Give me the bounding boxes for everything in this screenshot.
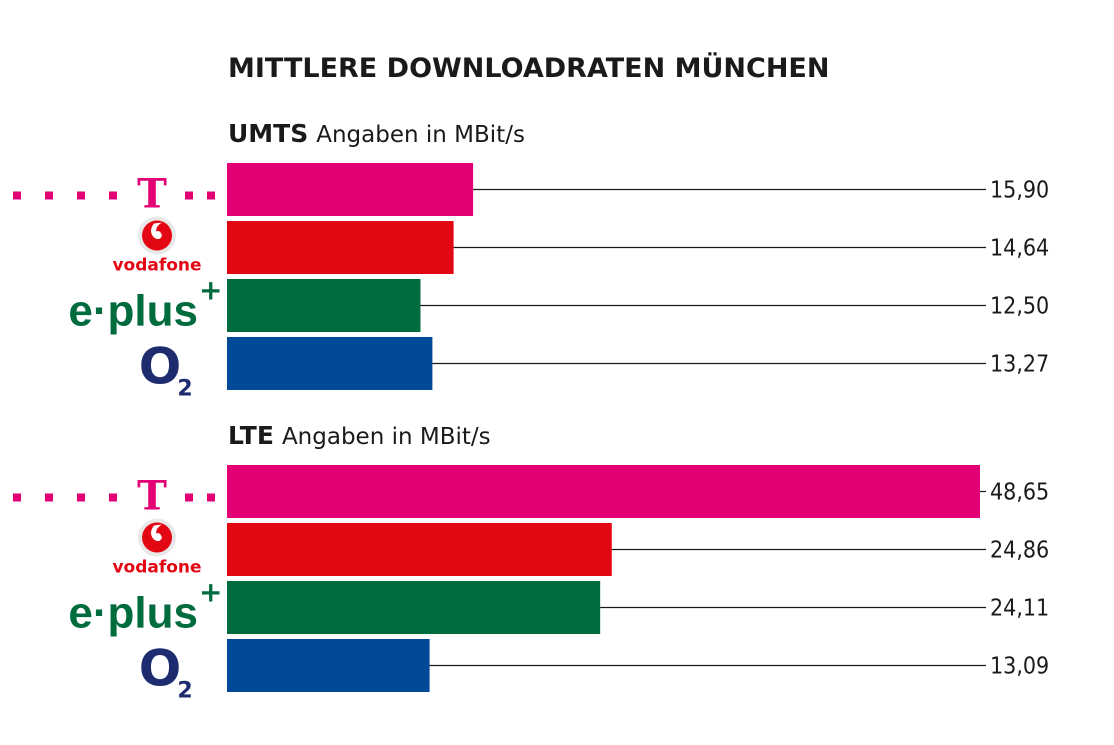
- value-label: 13,27: [990, 352, 1049, 378]
- panel-header: LTE Angaben in MBit/s: [228, 421, 491, 450]
- o2-logo: O2: [139, 640, 193, 704]
- bar-telekom: [227, 163, 474, 216]
- eplus-logo: e·plus +: [68, 576, 222, 638]
- svg-text:O: O: [139, 640, 182, 698]
- svg-text:e·plus: e·plus: [68, 287, 198, 336]
- value-label: 12,50: [990, 294, 1049, 320]
- bar-vodafone: [227, 523, 612, 576]
- chart-title: MITTLERE DOWNLOADRATEN MÜNCHEN: [228, 51, 829, 84]
- value-label: 14,64: [990, 236, 1049, 262]
- svg-text:+: +: [199, 576, 222, 609]
- telekom-logo: T: [13, 473, 215, 520]
- value-label: 48,65: [990, 480, 1049, 506]
- svg-text:+: +: [199, 274, 222, 307]
- telekom-logo: T: [13, 171, 215, 218]
- value-label: 24,11: [990, 596, 1049, 622]
- svg-text:T: T: [137, 473, 167, 520]
- svg-text:2: 2: [177, 377, 192, 402]
- svg-text:e·plus: e·plus: [68, 589, 198, 638]
- unit-label: Angaben in MBit/s: [282, 424, 491, 450]
- panel-name: LTE: [228, 421, 274, 450]
- bar-o2: [227, 337, 433, 390]
- o2-logo: O2: [139, 338, 193, 402]
- value-label: 13,09: [990, 654, 1049, 680]
- panel-umts: UMTS Angaben in MBit/s T 15,90 vodafone 14,64…: [13, 119, 1049, 402]
- bar-eplus: [227, 279, 421, 332]
- value-label: 15,90: [990, 178, 1049, 204]
- svg-text:vodafone: vodafone: [112, 558, 201, 578]
- svg-text:O: O: [139, 338, 182, 396]
- svg-text:2: 2: [177, 679, 192, 704]
- eplus-logo: e·plus +: [68, 274, 222, 336]
- panel-lte: LTE Angaben in MBit/s T 48,65 vodafone 24,86 e…: [13, 421, 1049, 704]
- svg-text:T: T: [137, 171, 167, 218]
- bar-o2: [227, 639, 430, 692]
- value-label: 24,86: [990, 538, 1049, 564]
- vodafone-logo: vodafone: [112, 216, 202, 276]
- bar-telekom: [227, 465, 980, 518]
- bar-vodafone: [227, 221, 454, 274]
- bar-eplus: [227, 581, 601, 634]
- panel-header: UMTS Angaben in MBit/s: [228, 119, 525, 148]
- unit-label: Angaben in MBit/s: [316, 122, 525, 148]
- svg-text:vodafone: vodafone: [112, 256, 201, 276]
- vodafone-logo: vodafone: [112, 518, 202, 578]
- panel-name: UMTS: [228, 119, 308, 148]
